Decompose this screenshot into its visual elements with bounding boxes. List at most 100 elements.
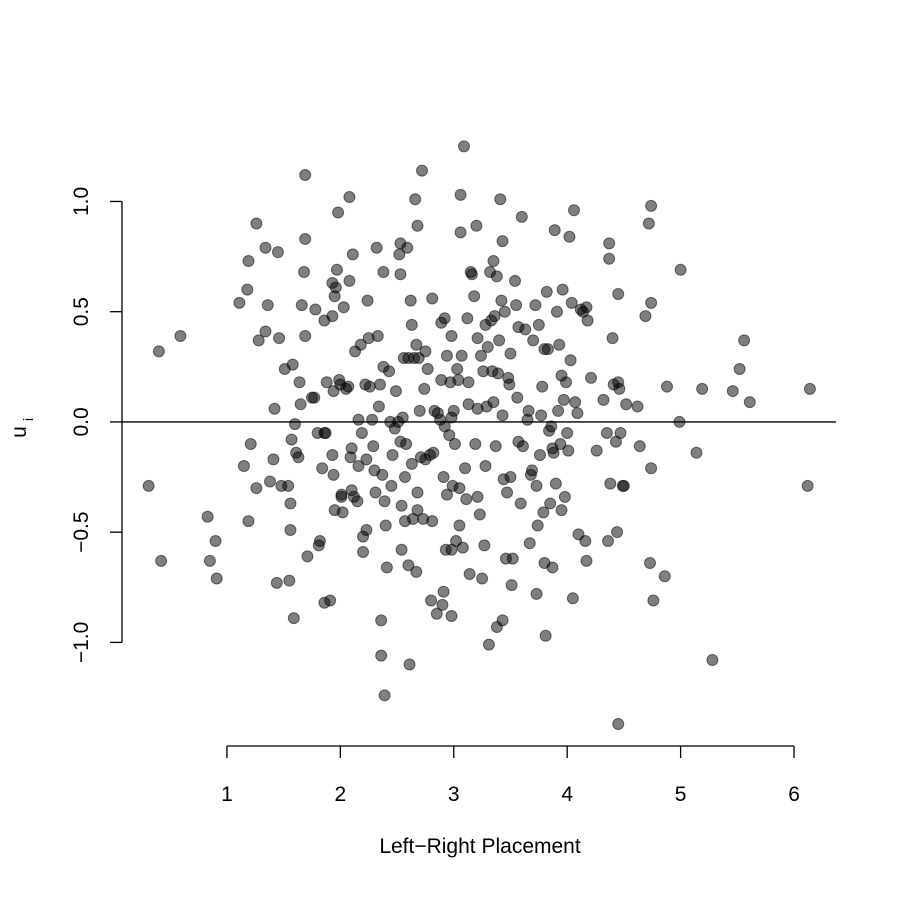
point [471,490,484,503]
point [490,270,503,283]
point [326,449,339,462]
point [337,301,350,314]
point [504,471,517,484]
x-tick-label: 6 [788,783,800,806]
point [496,614,509,627]
point [482,638,495,651]
point [453,482,466,495]
point [459,462,472,475]
point [555,504,568,517]
point [361,294,374,307]
point [375,614,388,627]
point [294,398,307,411]
point [535,409,548,422]
point [369,486,382,499]
point [324,594,337,607]
point [470,219,483,232]
point [532,318,545,331]
point [496,235,509,248]
point [440,349,453,362]
point [233,296,246,309]
point [284,497,297,510]
point [385,479,398,492]
y-tick-label: 1.0 [70,187,93,216]
point [343,191,356,204]
point [503,378,516,391]
point [244,437,257,450]
point [479,460,492,473]
point [611,526,624,539]
x-tick-label: 3 [448,783,460,806]
point [316,462,329,475]
point [539,629,552,642]
point [600,426,613,439]
point [286,358,299,371]
point [606,332,619,345]
point [645,296,658,309]
point [453,519,466,532]
point [419,345,432,358]
point [264,475,277,488]
point [285,433,298,446]
point [696,382,709,395]
y-axis-label: u [8,426,31,438]
point [604,477,617,490]
point [526,464,539,477]
point [462,376,475,389]
point [366,413,379,426]
point [519,323,532,336]
point [426,292,439,305]
point [421,363,434,376]
point [438,312,451,325]
point [282,479,295,492]
point [579,534,592,547]
point [411,486,424,499]
point [293,376,306,389]
point [454,226,467,239]
point [529,299,542,312]
point [389,385,402,398]
point [726,385,739,398]
point [405,457,418,470]
point [437,471,450,484]
point [642,217,655,230]
point [597,393,610,406]
y-tick-label: 0.0 [70,407,93,436]
point [346,248,359,261]
point [558,490,571,503]
point [403,658,416,671]
point [639,310,652,323]
point [522,404,535,417]
point [454,188,467,201]
point [510,299,523,312]
point [437,585,450,598]
point [546,561,559,574]
point [738,334,751,347]
y-tick-label: 0.5 [70,297,93,326]
point [612,717,625,730]
point [326,310,339,323]
point [343,274,356,287]
point [395,499,408,512]
point [367,440,380,453]
point [386,449,399,462]
point [299,232,312,245]
point [561,426,574,439]
point [405,318,418,331]
point [410,565,423,578]
point [557,393,570,406]
point [495,294,508,307]
point [374,378,387,391]
point [355,426,368,439]
point [673,415,686,428]
point [313,534,326,547]
point [354,338,367,351]
point [456,541,469,554]
point [465,268,478,281]
point [516,440,529,453]
point [425,594,438,607]
point [457,140,470,153]
point [549,477,562,490]
point [478,539,491,552]
